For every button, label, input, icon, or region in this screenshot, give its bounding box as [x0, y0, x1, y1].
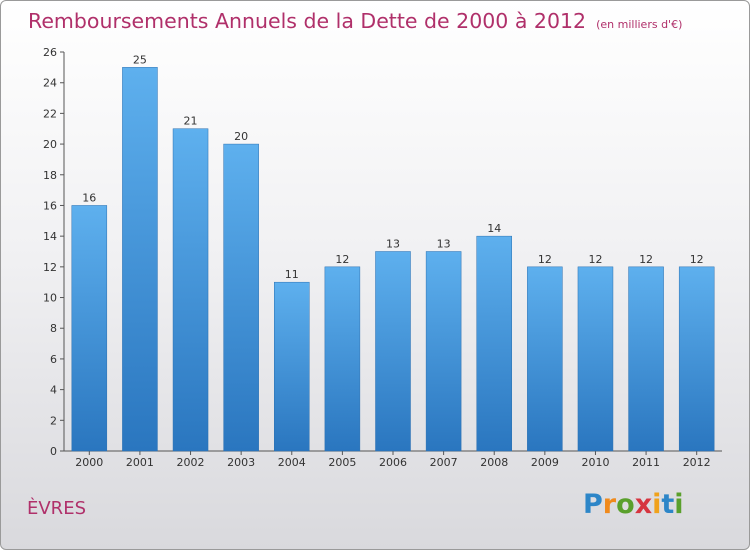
bar-value-label: 12	[690, 253, 704, 266]
bar-value-label: 11	[285, 268, 299, 281]
bar-value-label: 21	[184, 115, 198, 128]
title-main: Remboursements Annuels de la Dette de 20…	[28, 9, 587, 33]
bar-value-label: 12	[588, 253, 602, 266]
chart-title: Remboursements Annuels de la Dette de 20…	[28, 9, 682, 33]
city-name: ÈVRES	[27, 498, 86, 519]
x-tick-label: 2003	[227, 456, 255, 469]
bar-value-label: 12	[538, 253, 552, 266]
x-tick-label: 2008	[480, 456, 508, 469]
y-tick-label: 10	[43, 292, 57, 305]
y-tick-label: 14	[43, 230, 57, 243]
bar	[577, 266, 614, 452]
proxiti-logo: Proxiti	[583, 489, 684, 520]
bar-value-label: 13	[437, 238, 451, 251]
x-tick-label: 2012	[683, 456, 711, 469]
y-tick-label: 18	[43, 169, 57, 182]
bar	[527, 266, 563, 452]
x-tick-label: 2004	[278, 456, 306, 469]
bar	[476, 235, 512, 452]
x-tick-label: 2009	[531, 456, 559, 469]
logo-letter: P	[583, 489, 603, 520]
y-tick-label: 24	[43, 77, 57, 90]
y-tick-label: 12	[43, 261, 57, 274]
logo-letter: x	[634, 489, 653, 520]
x-tick-label: 2000	[75, 456, 103, 469]
bar	[425, 251, 462, 452]
bar	[71, 205, 108, 452]
bar-value-label: 12	[639, 253, 653, 266]
y-tick-label: 6	[50, 353, 57, 366]
bar	[628, 266, 664, 452]
bar	[375, 251, 411, 452]
title-unit: (en milliers d'€)	[596, 18, 683, 31]
bar	[678, 266, 715, 452]
bar-value-label: 16	[82, 191, 96, 204]
x-tick-label: 2011	[632, 456, 660, 469]
bar	[274, 281, 310, 452]
bar-value-label: 20	[234, 130, 248, 143]
bar-value-label: 25	[133, 53, 147, 66]
bar-value-label: 14	[487, 222, 501, 235]
y-tick-label: 4	[50, 384, 57, 397]
logo-letter: r	[602, 489, 617, 520]
bars: 16 25 21 20 11 12 13 13 14 12 12 12 12	[71, 53, 715, 452]
y-tick-label: 16	[43, 199, 57, 212]
bar	[324, 266, 361, 452]
y-tick-label: 0	[50, 445, 57, 458]
bar-value-label: 13	[386, 238, 400, 251]
logo-letter: o	[616, 489, 635, 520]
logo-letter: t	[661, 489, 675, 520]
bar	[122, 67, 158, 452]
logo-letter: i	[652, 489, 662, 520]
bar	[172, 128, 209, 452]
logo-letter: i	[674, 489, 684, 520]
y-tick-label: 2	[50, 414, 57, 427]
x-tick-label: 2001	[126, 456, 154, 469]
x-tick-label: 2010	[581, 456, 609, 469]
x-tick-label: 2005	[328, 456, 356, 469]
y-tick-label: 8	[50, 322, 57, 335]
y-tick-label: 20	[43, 138, 57, 151]
y-tick-label: 26	[43, 46, 57, 59]
x-tick-label: 2006	[379, 456, 407, 469]
x-tick-label: 2007	[430, 456, 458, 469]
bar-value-label: 12	[335, 253, 349, 266]
x-tick-label: 2002	[177, 456, 205, 469]
bar	[223, 143, 259, 452]
y-tick-label: 22	[43, 107, 57, 120]
